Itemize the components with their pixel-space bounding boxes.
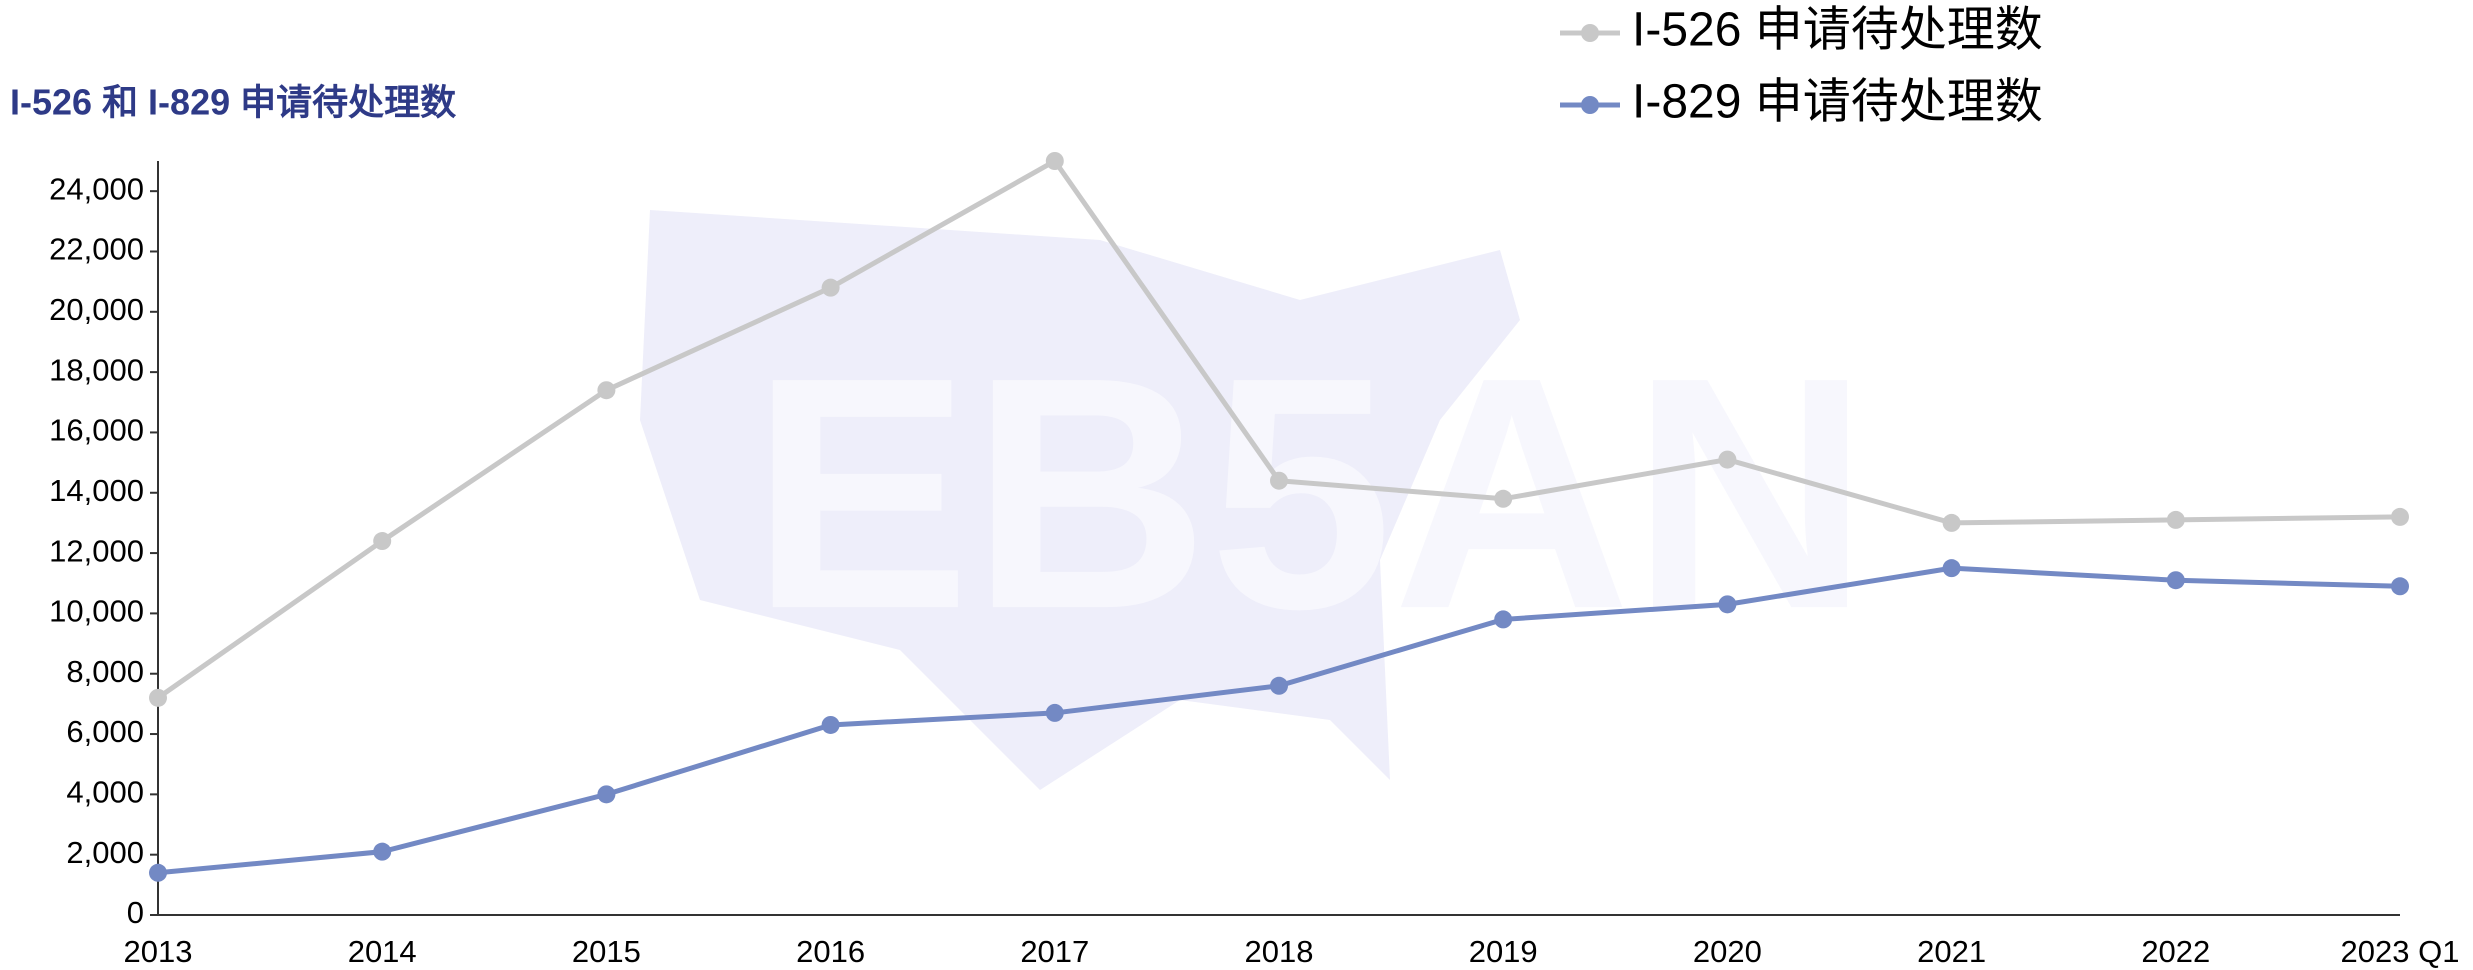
data-point xyxy=(1718,450,1737,469)
y-tick-label: 18,000 xyxy=(49,352,144,387)
data-point xyxy=(1942,559,1961,578)
legend-label: I-526 申请待处理数 xyxy=(1632,4,2043,57)
y-tick-label: 4,000 xyxy=(66,775,144,810)
data-point xyxy=(597,785,616,804)
data-point xyxy=(2391,577,2409,596)
data-point xyxy=(149,688,167,707)
x-tick-label: 2013 xyxy=(124,934,193,969)
y-tick-label: 12,000 xyxy=(49,533,144,568)
y-tick-label: 22,000 xyxy=(49,232,144,267)
y-tick-label: 20,000 xyxy=(49,292,144,327)
data-point xyxy=(1942,513,1961,532)
data-point xyxy=(1045,152,1064,170)
x-tick-label: 2021 xyxy=(1917,934,1986,969)
y-tick-label: 6,000 xyxy=(66,714,144,749)
data-point xyxy=(1270,471,1288,490)
chart-title: I-526 和 I-829 申请待处理数 xyxy=(10,82,456,123)
watermark: EB5AN xyxy=(751,308,1870,677)
x-tick-label: 2019 xyxy=(1469,934,1538,969)
y-tick-label: 16,000 xyxy=(49,413,144,448)
data-point xyxy=(2391,507,2409,526)
x-tick-label: 2017 xyxy=(1020,934,1089,969)
data-point xyxy=(1270,676,1288,695)
data-point xyxy=(1494,610,1513,629)
data-point xyxy=(2166,510,2185,529)
y-tick-label: 8,000 xyxy=(66,654,144,689)
data-point xyxy=(373,532,392,551)
x-tick-label: 2018 xyxy=(1245,934,1314,969)
x-tick-label: 2014 xyxy=(348,934,417,969)
data-point xyxy=(1494,489,1513,508)
legend-label: I-829 申请待处理数 xyxy=(1632,76,2043,129)
y-tick-label: 14,000 xyxy=(49,473,144,508)
map-watermark xyxy=(640,210,1520,790)
data-point xyxy=(373,842,392,861)
legend-marker xyxy=(1581,96,1599,114)
x-tick-label: 2022 xyxy=(2141,934,2210,969)
y-tick-label: 24,000 xyxy=(49,171,144,206)
data-point xyxy=(1718,595,1737,614)
y-tick-label: 10,000 xyxy=(49,594,144,629)
data-point xyxy=(821,278,840,297)
x-tick-label: 2020 xyxy=(1693,934,1762,969)
data-point xyxy=(2166,571,2185,590)
data-point xyxy=(1045,703,1064,722)
data-point xyxy=(597,381,616,400)
data-point xyxy=(149,863,167,882)
y-tick-label: 2,000 xyxy=(66,835,144,870)
data-point xyxy=(821,715,840,734)
x-tick-label: 2015 xyxy=(572,934,641,969)
x-tick-label: 2023 Q1 xyxy=(2341,934,2460,969)
y-tick-label: 0 xyxy=(127,895,144,930)
legend-marker xyxy=(1581,24,1599,42)
x-tick-label: 2016 xyxy=(796,934,865,969)
